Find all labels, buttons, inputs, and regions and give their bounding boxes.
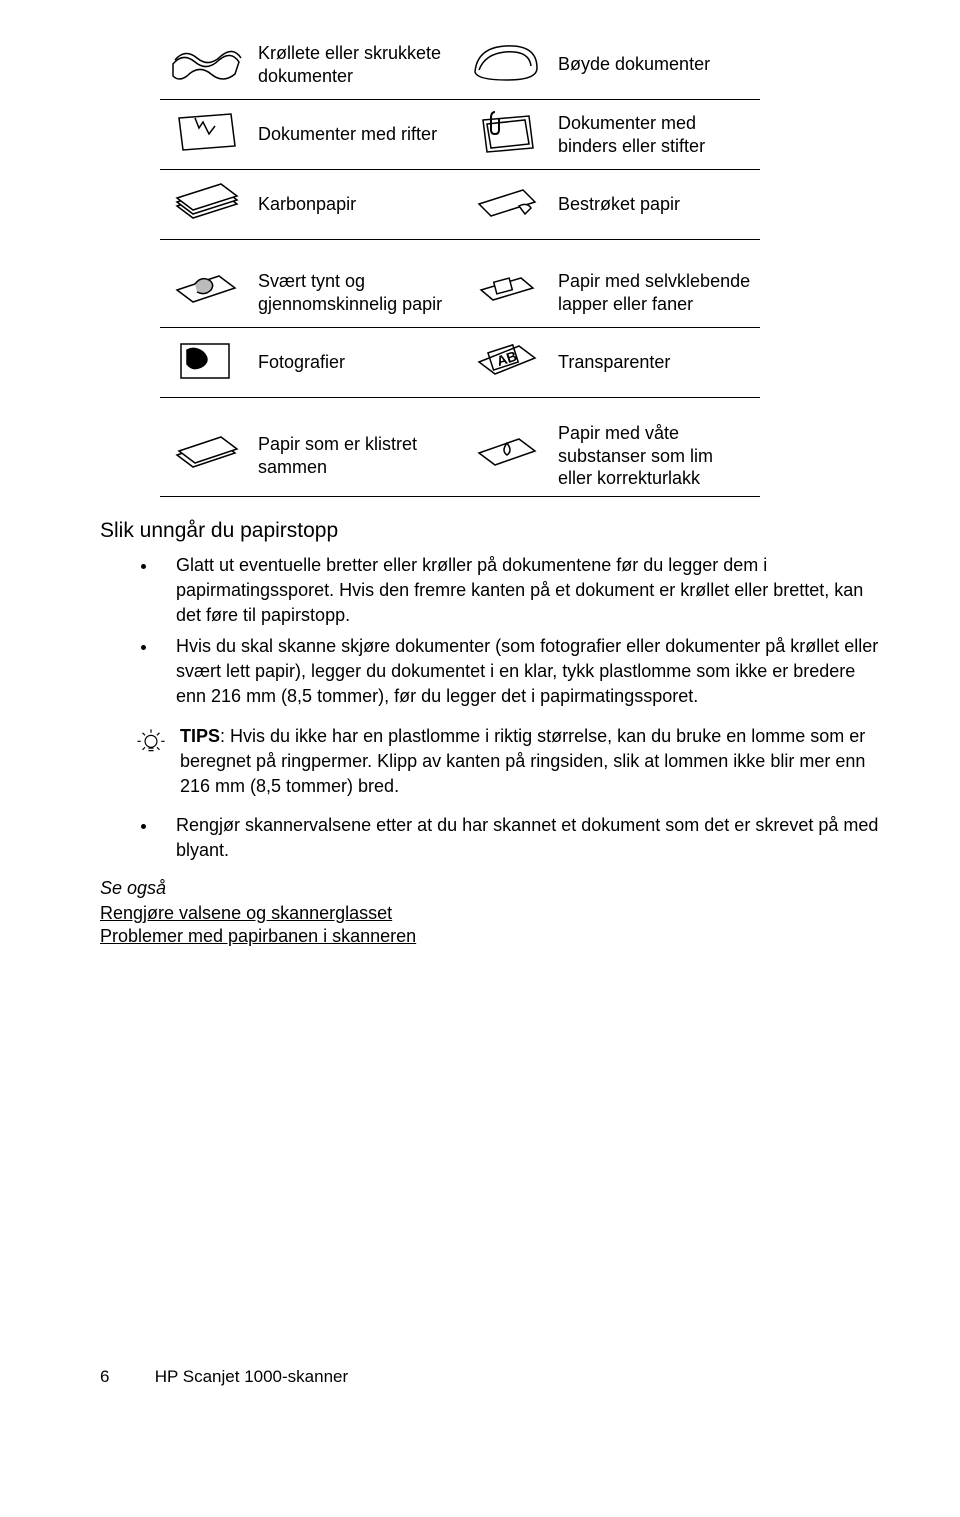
list-item: Rengjør skannervalsene etter at du har s… [158,813,890,863]
doc-type-label: Bøyde dokumenter [550,30,760,100]
doc-type-label: Bestrøket papir [550,170,760,240]
lightbulb-icon [134,724,180,765]
doc-type-label: Dokumenter med rifter [250,100,460,170]
table-row: Svært tynt og gjennomskinnelig papir Papi… [160,258,760,328]
doc-type-label: Svært tynt og gjennomskinnelig papir [250,258,460,328]
product-name: HP Scanjet 1000-skanner [155,1367,348,1386]
page-number: 6 [100,1367,150,1387]
doc-type-icon [460,170,550,240]
doc-type-label: Transparenter [550,328,760,398]
doc-type-icon [160,328,250,398]
tip-block: TIPS: Hvis du ikke har en plastlomme i r… [134,724,890,800]
doc-type-icon [460,328,550,398]
document-types-table-1: Krøllete eller skrukkete dokumenter Bøyde… [160,30,760,240]
doc-type-icon [160,416,250,496]
table-row: Fotografier Transparenter [160,328,760,398]
doc-type-icon [160,30,250,100]
doc-type-icon [460,258,550,328]
doc-type-label: Papir som er klistret sammen [250,416,460,496]
tip-text: TIPS: Hvis du ikke har en plastlomme i r… [180,724,890,800]
table-row: Krøllete eller skrukkete dokumenter Bøyde… [160,30,760,100]
doc-type-label: Dokumenter med binders eller stifter [550,100,760,170]
bullet-list-top: Glatt ut eventuelle bretter eller krølle… [100,553,890,710]
list-item: Glatt ut eventuelle bretter eller krølle… [158,553,890,629]
doc-type-label: Fotografier [250,328,460,398]
bullet-list-bottom: Rengjør skannervalsene etter at du har s… [100,813,890,863]
tips-label: TIPS [180,726,220,746]
see-also-link[interactable]: Problemer med papirbanen i skanneren [100,926,890,947]
table-row: Papir som er klistret sammen Papir med vå… [160,416,760,496]
document-types-table-2: Svært tynt og gjennomskinnelig papir Papi… [160,258,760,398]
see-also-label: Se også [100,878,890,899]
doc-type-icon [160,258,250,328]
doc-type-label: Papir med selvklebende lapper eller fane… [550,258,760,328]
doc-type-icon [460,416,550,496]
doc-type-label: Papir med våte substanser som lim eller … [550,416,760,496]
doc-type-label: Krøllete eller skrukkete dokumenter [250,30,460,100]
section-heading: Slik unngår du papirstopp [100,519,890,543]
page-footer: 6 HP Scanjet 1000-skanner [100,1367,890,1387]
see-also-link[interactable]: Rengjøre valsene og skannerglasset [100,903,890,924]
doc-type-icon [160,170,250,240]
doc-type-icon [160,100,250,170]
doc-type-icon [460,30,550,100]
list-item: Hvis du skal skanne skjøre dokumenter (s… [158,634,890,710]
page-content: Krøllete eller skrukkete dokumenter Bøyde… [0,0,960,1427]
doc-type-label: Karbonpapir [250,170,460,240]
document-types-table-3: Papir som er klistret sammen Papir med vå… [160,416,760,497]
tips-body: : Hvis du ikke har en plastlomme i rikti… [180,726,865,796]
table-row: Dokumenter med rifter Dokumenter med bind… [160,100,760,170]
table-row: Karbonpapir Bestrøket papir [160,170,760,240]
doc-type-icon [460,100,550,170]
